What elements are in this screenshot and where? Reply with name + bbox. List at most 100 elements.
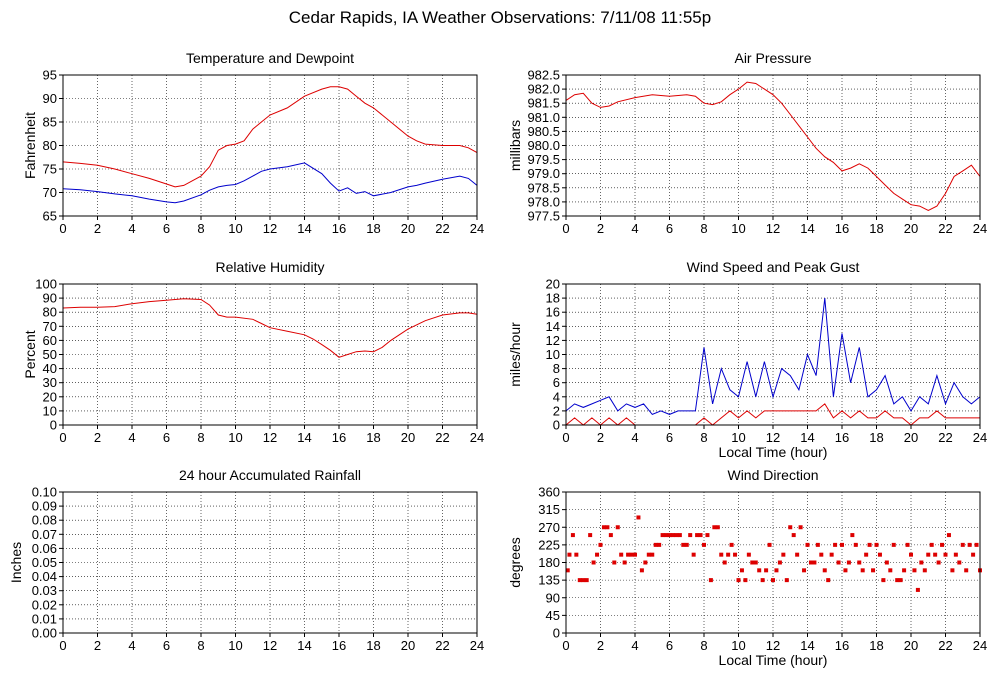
chart-5-ytick-label: 0.05 (32, 555, 57, 570)
chart-6-point (677, 533, 682, 538)
chart-6-point (698, 533, 703, 538)
chart-4-xtick-label: 16 (835, 430, 849, 445)
chart-1-xtick-label: 2 (94, 221, 101, 236)
chart-6-point (791, 533, 796, 538)
chart-6-ytick-label: 315 (538, 502, 560, 517)
chart-3-xtick-label: 12 (263, 430, 277, 445)
chart-4-ytick-label: 20 (546, 277, 560, 292)
chart-5-xtick-label: 12 (263, 638, 277, 653)
chart-1-xtick-label: 14 (297, 221, 311, 236)
chart-4-ytick-label: 4 (553, 389, 560, 404)
chart-3-ytick-label: 30 (43, 375, 57, 390)
chart-6-point (922, 568, 927, 573)
chart-6-point (940, 542, 945, 547)
chart-6-xtick-label: 24 (973, 638, 987, 653)
chart-6-point (953, 552, 958, 557)
chart-4-xtick-label: 4 (631, 430, 638, 445)
chart-6-point (615, 525, 620, 530)
chart-4-xlabel: Local Time (hour) (719, 444, 828, 460)
chart-6-point (815, 542, 820, 547)
chart-3-xtick-label: 8 (197, 430, 204, 445)
chart-2-xtick-label: 10 (731, 221, 745, 236)
chart-4-xtick-label: 10 (731, 430, 745, 445)
chart-5-ytick-label: 0.00 (32, 626, 57, 641)
chart-3-ytick-label: 90 (43, 291, 57, 306)
chart-6-point (739, 568, 744, 573)
chart-5-xtick-label: 0 (59, 638, 66, 653)
chart-2-ytick-label: 979.0 (527, 166, 560, 181)
chart-6-title: Wind Direction (727, 467, 818, 483)
chart-6-point (826, 578, 831, 583)
chart-6-point (670, 533, 675, 538)
chart-5-xtick-label: 10 (228, 638, 242, 653)
chart-3-ytick-label: 0 (50, 418, 57, 433)
chart-6-ytick-label: 90 (546, 590, 560, 605)
chart-6-ytick-label: 180 (538, 555, 560, 570)
chart-6-point (619, 552, 624, 557)
chart-6-point (781, 552, 786, 557)
chart-6-point (767, 542, 772, 547)
chart-6-point (929, 542, 934, 547)
chart-3-xtick-label: 16 (332, 430, 346, 445)
chart-3-ytick-label: 70 (43, 319, 57, 334)
chart-6-point (805, 542, 810, 547)
chart-2-ytick-label: 981.0 (527, 110, 560, 125)
chart-6-point (646, 552, 651, 557)
chart-6-point (605, 525, 610, 530)
chart-5-xtick-label: 18 (366, 638, 380, 653)
chart-4-xtick-label: 22 (938, 430, 952, 445)
chart-6-point (915, 587, 920, 592)
chart-2-ytick-label: 982.5 (527, 68, 560, 83)
chart-1-xtick-label: 22 (435, 221, 449, 236)
chart-1-xtick-label: 20 (401, 221, 415, 236)
chart-6-point (691, 552, 696, 557)
chart-6-point (857, 560, 862, 565)
chart-6-point (705, 533, 710, 538)
chart-6-point (798, 525, 803, 530)
chart-6-point (629, 552, 634, 557)
chart-6-xtick-label: 2 (597, 638, 604, 653)
chart-6-point (688, 533, 693, 538)
chart-6-point (881, 578, 886, 583)
chart-4-ytick-label: 8 (553, 361, 560, 376)
chart-2-title: Air Pressure (734, 50, 811, 66)
chart-6-point (733, 552, 738, 557)
chart-3-ytick-label: 50 (43, 347, 57, 362)
chart-3-plot-frame (62, 283, 478, 426)
chart-1-ytick-label: 95 (43, 68, 57, 83)
chart-2-ytick-label: 978.0 (527, 194, 560, 209)
chart-3-xtick-label: 20 (401, 430, 415, 445)
chart-6-point (812, 560, 817, 565)
chart-6-point (565, 568, 570, 573)
chart-6-point (867, 542, 872, 547)
chart-2-xtick-label: 8 (700, 221, 707, 236)
chart-2-ylabel: millibars (507, 120, 523, 171)
chart-3-ytick-label: 60 (43, 333, 57, 348)
chart-5-plot-frame (62, 491, 478, 634)
chart-2-ytick-label: 977.5 (527, 209, 560, 224)
chart-1-ytick-label: 90 (43, 91, 57, 106)
chart-3-ytick-label: 80 (43, 305, 57, 320)
chart-6-point (764, 568, 769, 573)
chart-5-ytick-label: 0.01 (32, 611, 57, 626)
chart-6-point (639, 568, 644, 573)
chart-4-xtick-label: 18 (869, 430, 883, 445)
chart-2-xtick-label: 2 (597, 221, 604, 236)
chart-4-ytick-label: 6 (553, 375, 560, 390)
chart-6-point (891, 542, 896, 547)
chart-6-point (653, 542, 658, 547)
chart-6-point (909, 552, 913, 557)
chart-6-point (833, 542, 838, 547)
chart-6-point (581, 578, 586, 583)
chart-1-xtick-label: 24 (470, 221, 484, 236)
chart-4-ytick-label: 16 (546, 305, 560, 320)
chart-6-point (802, 568, 807, 573)
chart-6-point (574, 552, 579, 557)
chart-2-series-1-line (565, 81, 981, 211)
chart-6-xtick-label: 8 (700, 638, 707, 653)
chart-4-xtick-label: 6 (666, 430, 673, 445)
chart-6-ytick-label: 225 (538, 537, 560, 552)
chart-5-ytick-label: 0.06 (32, 541, 57, 556)
chart-6-point (636, 515, 641, 520)
